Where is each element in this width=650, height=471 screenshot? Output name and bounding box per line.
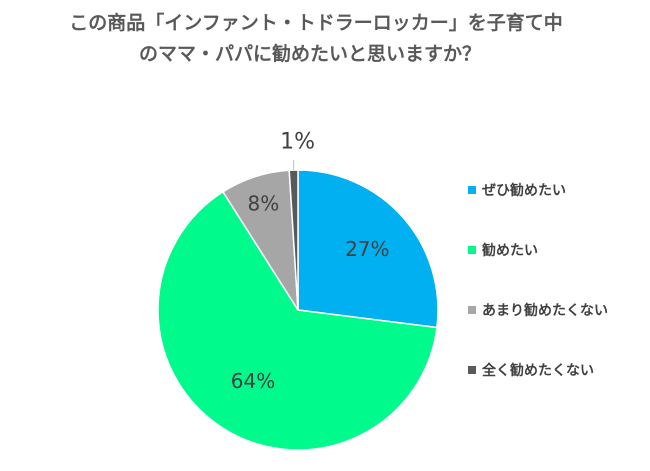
- legend-label: あまり勧めたくない: [482, 303, 608, 319]
- legend-item-3: あまり勧めたくない: [468, 300, 608, 320]
- legend-item-1: ぜひ勧めたい: [468, 180, 566, 200]
- data-label-4: 1%: [280, 130, 315, 155]
- pie-slice-1: [297, 169, 439, 329]
- legend-swatch: [468, 366, 476, 374]
- pie-slice-2: [157, 190, 438, 451]
- data-label-2: 64%: [231, 369, 275, 393]
- legend-item-2: 勧めたい: [468, 240, 538, 260]
- chart-title: この商品「インファント・トドラーロッカー」を子育て中 のママ・パパに勧めたいと思…: [0, 8, 650, 70]
- legend-label: ぜひ勧めたい: [482, 183, 566, 199]
- data-label-3: 8%: [248, 191, 280, 215]
- legend-label: 勧めたい: [482, 243, 538, 259]
- legend-label: 全く勧めたくない: [482, 363, 594, 379]
- legend-swatch: [468, 186, 476, 194]
- legend-swatch: [468, 246, 476, 254]
- chart-title-line-2: のママ・パパに勧めたいと思いますか？: [138, 43, 481, 65]
- chart-title-line-1: この商品「インファント・トドラーロッカー」を子育て中: [69, 12, 563, 34]
- legend-item-4: 全く勧めたくない: [468, 360, 594, 380]
- legend-swatch: [468, 306, 476, 314]
- data-label-1: 27%: [345, 237, 389, 261]
